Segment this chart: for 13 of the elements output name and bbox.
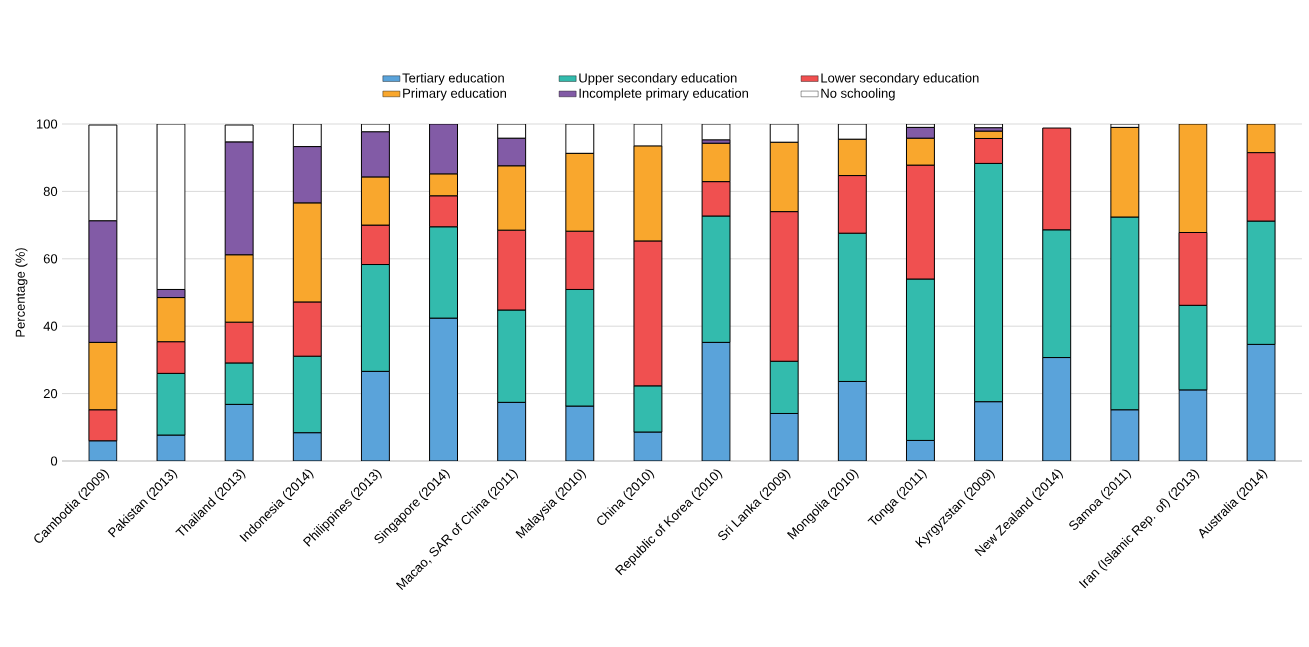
y-tick-label: 40 [43,321,58,331]
legend-label: No schooling [821,88,895,101]
legend-label: Primary education [403,88,507,101]
y-tick-label: 20 [43,388,58,399]
y-tick-label: 100 [36,119,58,129]
y-axis-title: Percentage (%) [15,248,28,337]
legend-label: Upper secondary education [579,72,737,86]
legend-label: Lower secondary education [821,72,979,86]
legend-label: Tertiary education [402,72,504,86]
legend-label: Incomplete primary education [579,88,748,101]
y-tick-label: 60 [43,254,58,264]
y-tick-label: 0 [50,456,58,466]
y-tick-label: 80 [43,186,58,196]
